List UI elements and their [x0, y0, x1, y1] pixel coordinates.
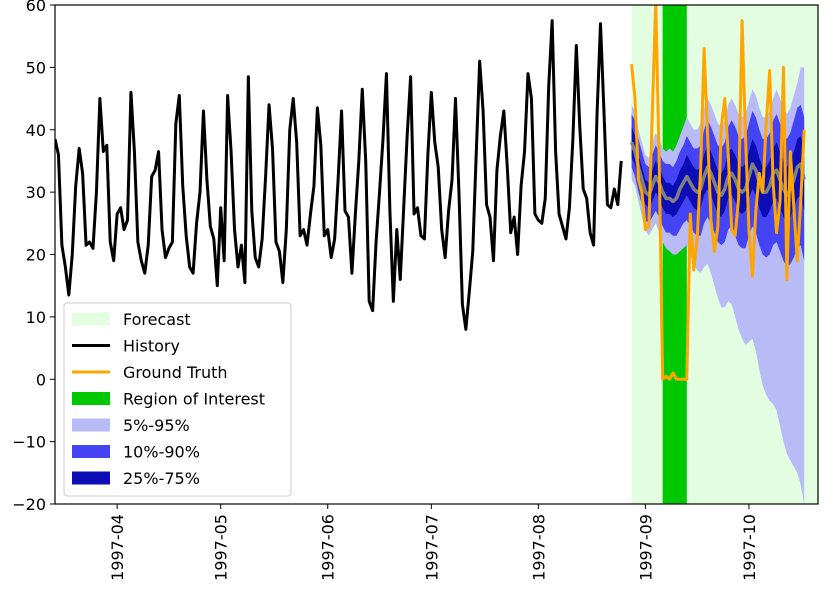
y-tick-label: 20 — [26, 246, 46, 265]
x-tick-label: 1997-07 — [422, 514, 441, 581]
y-tick-label: −10 — [12, 433, 46, 452]
legend-swatch — [72, 312, 110, 326]
y-tick-label: 50 — [26, 58, 46, 77]
history-line — [55, 19, 623, 331]
legend-label: Ground Truth — [123, 363, 228, 382]
series-lines — [55, 5, 806, 381]
y-tick-label: 30 — [26, 183, 46, 202]
legend-label: Region of Interest — [123, 390, 265, 409]
y-tick-label: 10 — [26, 308, 46, 327]
x-tick-label: 1997-05 — [212, 514, 231, 581]
legend-swatch — [72, 418, 110, 432]
legend-label: 25%-75% — [123, 469, 200, 488]
legend-label: 5%-95% — [123, 416, 190, 435]
legend-label: History — [123, 337, 180, 356]
legend-label: Forecast — [123, 310, 191, 329]
x-tick-label: 1997-09 — [636, 514, 655, 581]
y-tick-label: 60 — [26, 0, 46, 15]
y-tick-label: −20 — [12, 495, 46, 514]
y-tick-label: 40 — [26, 121, 46, 140]
y-tick-label: 0 — [36, 370, 46, 389]
legend-swatch — [72, 471, 110, 485]
legend-swatch — [72, 392, 110, 405]
legend-box — [63, 302, 292, 497]
legend-label: 10%-90% — [123, 443, 200, 462]
x-tick-label: 1997-06 — [319, 514, 338, 581]
legend: Forecast History Ground Truth Region of Int… — [63, 302, 292, 497]
ground-truth-line — [630, 5, 806, 381]
axes: −20 −10 0 10 20 30 40 50 60 1997-04 1997-05 1997-06… — [12, 0, 759, 581]
legend-swatch — [72, 445, 110, 458]
x-tick-label: 1997-08 — [529, 514, 548, 581]
x-tick-label: 1997-10 — [740, 514, 759, 581]
x-tick-label: 1997-04 — [108, 514, 127, 581]
